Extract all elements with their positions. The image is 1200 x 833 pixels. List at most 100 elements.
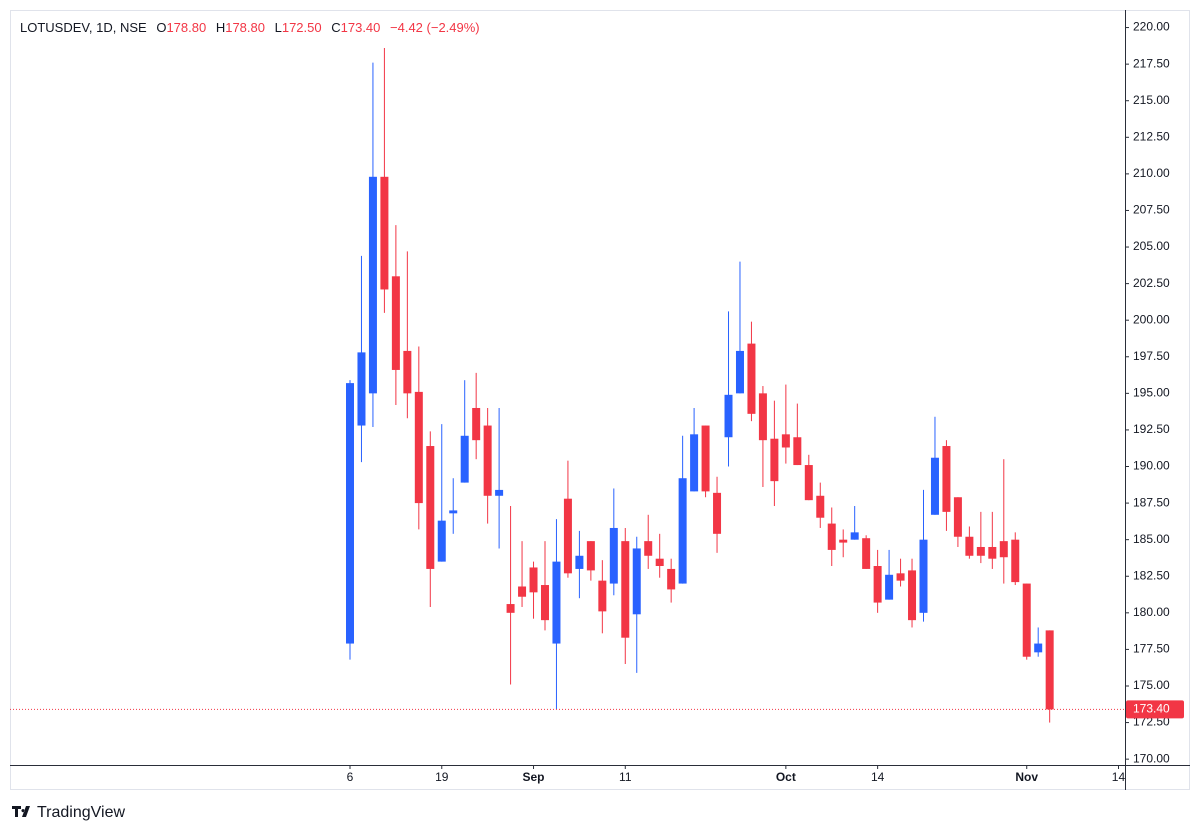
y-tick-label: 205.00 — [1133, 239, 1170, 253]
y-tick-label: 215.00 — [1133, 93, 1170, 107]
candle-body — [735, 350, 744, 394]
candle-body — [449, 510, 458, 514]
y-tick-label: 177.50 — [1133, 642, 1170, 656]
candle-body — [885, 574, 894, 600]
x-tick-label: 6 — [347, 770, 354, 784]
y-tick-label: 202.50 — [1133, 276, 1170, 290]
candle-body — [896, 573, 905, 581]
y-tick-label: 187.50 — [1133, 495, 1170, 509]
candle-body — [563, 498, 572, 574]
candle-body — [770, 438, 779, 482]
y-tick-label: 207.50 — [1133, 203, 1170, 217]
y-tick-label: 185.00 — [1133, 532, 1170, 546]
candle-body — [380, 176, 389, 290]
x-tick-label: 11 — [619, 770, 632, 784]
candle-body — [747, 343, 756, 414]
y-tick-label: 170.00 — [1133, 751, 1170, 765]
candle-body — [862, 538, 871, 569]
candle-body — [804, 465, 813, 501]
candle-body — [919, 539, 928, 613]
x-tick-label: 14 — [871, 770, 885, 784]
y-tick-label: 220.00 — [1133, 20, 1170, 34]
chart-frame — [10, 10, 1190, 790]
candle-body — [953, 497, 962, 537]
y-tick-label: 195.00 — [1133, 386, 1170, 400]
y-tick-label: 200.00 — [1133, 312, 1170, 326]
last-price-label: 173.40 — [1133, 702, 1170, 716]
y-tick-label: 175.00 — [1133, 678, 1170, 692]
candle-body — [724, 394, 733, 438]
candle-body — [701, 425, 710, 492]
candle-body — [816, 495, 825, 518]
x-tick-label: Oct — [776, 770, 796, 784]
candle-body — [1045, 630, 1054, 710]
candle-body — [1011, 539, 1020, 583]
x-tick-label: 14 — [1112, 770, 1126, 784]
candle-body — [472, 407, 481, 441]
candle-body — [518, 586, 527, 597]
candle-body — [357, 352, 366, 426]
candle-body — [655, 558, 664, 567]
candle-body — [529, 567, 538, 593]
ohlc-key: L — [275, 20, 282, 35]
candle-body — [690, 434, 699, 492]
candle-body — [713, 492, 722, 534]
candle-body — [437, 520, 446, 562]
candle-body — [414, 391, 423, 504]
x-tick-label: Sep — [523, 770, 545, 784]
y-tick-label: 190.00 — [1133, 459, 1170, 473]
y-tick-label: 210.00 — [1133, 166, 1170, 180]
brand: TradingView — [37, 804, 125, 821]
y-tick-label: 212.50 — [1133, 129, 1170, 143]
candle-body — [540, 585, 549, 621]
candle-body — [506, 604, 515, 613]
ohlc-value: 178.80 — [166, 20, 206, 35]
candle-body — [644, 541, 653, 556]
candle-body — [460, 435, 469, 483]
candle-body — [930, 457, 939, 515]
candle-body — [495, 489, 504, 496]
ohlc-value: 178.80 — [225, 20, 265, 35]
candle-body — [839, 539, 848, 543]
candle-body — [598, 580, 607, 612]
candle-body — [1034, 643, 1043, 653]
candle-body — [1022, 583, 1031, 657]
candle-body — [793, 437, 802, 466]
candle-body — [621, 541, 630, 638]
y-tick-label: 180.00 — [1133, 605, 1170, 619]
candle-body — [873, 566, 882, 603]
candle-body — [758, 393, 767, 441]
y-tick-label: 192.50 — [1133, 422, 1170, 436]
candle-body — [999, 541, 1008, 558]
candle-body — [368, 176, 377, 394]
symbol: LOTUSDEV, 1D, NSE — [20, 20, 147, 35]
candle-body — [346, 383, 354, 644]
ohlc-key: C — [331, 20, 340, 35]
ohlc-key: O — [156, 20, 166, 35]
y-tick-label: 217.50 — [1133, 56, 1170, 70]
ohlc-key: H — [216, 20, 225, 35]
logo-mark — [12, 806, 30, 817]
last-price-badge — [1126, 700, 1184, 719]
change: −4.42 (−2.49%) — [390, 20, 480, 35]
candle-body — [781, 434, 790, 448]
candle-body — [965, 536, 974, 556]
candle-body — [827, 523, 836, 550]
logo: TradingView — [12, 804, 125, 821]
candle-body — [426, 446, 435, 569]
candle-body — [988, 546, 997, 559]
ohlc-value: 172.50 — [282, 20, 322, 35]
candle-body — [942, 446, 951, 512]
candle-body — [976, 546, 985, 556]
candle-body — [586, 541, 595, 571]
candle-body — [391, 276, 400, 370]
x-tick-label: Nov — [1015, 770, 1038, 784]
candle-body — [850, 532, 859, 540]
candle-body — [609, 527, 618, 584]
candle-body — [483, 425, 492, 496]
legend: LOTUSDEV, 1D, NSE O178.80 H178.80 L172.5… — [20, 20, 480, 35]
candle-body — [667, 568, 676, 590]
y-tick-label: 197.50 — [1133, 349, 1170, 363]
candle-body — [403, 350, 412, 394]
